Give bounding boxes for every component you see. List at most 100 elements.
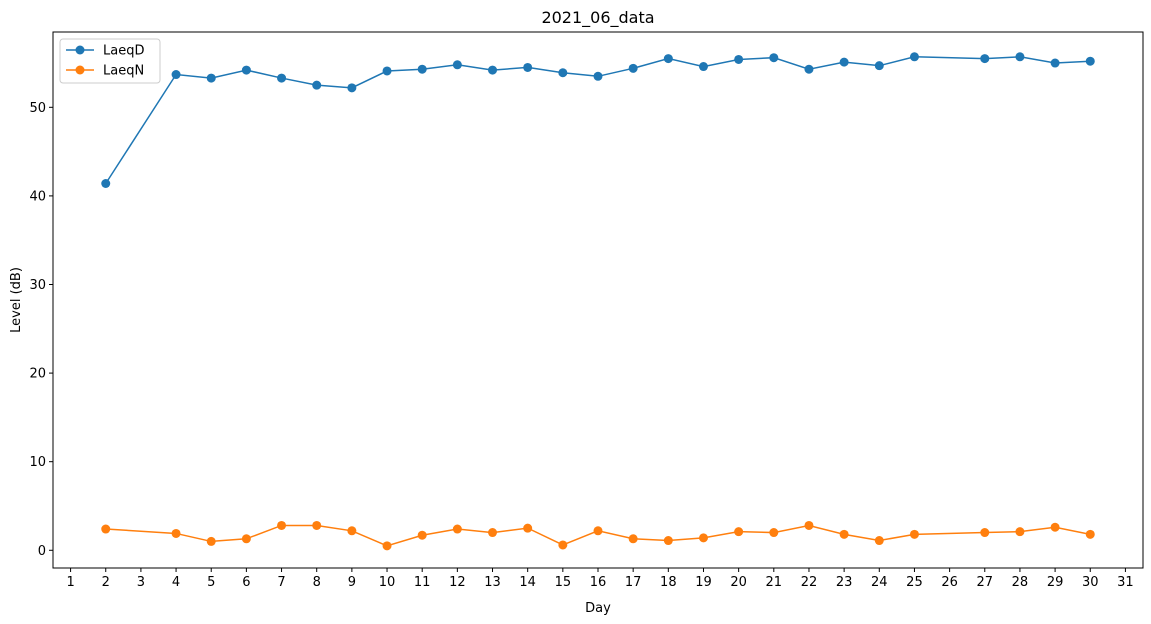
- data-point: [769, 528, 779, 538]
- data-point: [347, 526, 357, 536]
- x-tick-label: 18: [660, 575, 677, 590]
- data-point: [171, 70, 181, 80]
- data-point: [909, 52, 919, 62]
- data-point: [593, 71, 603, 81]
- x-tick-label: 7: [277, 575, 285, 590]
- data-point: [206, 536, 216, 546]
- legend-label: LaeqN: [103, 64, 144, 79]
- y-tick-label: 20: [29, 367, 46, 382]
- x-axis-ticks: 1 2 3 4 5 6 7 8 9 10 11 12 13 14 15 16 17 18 19 20 21 22 23 24 2…: [66, 568, 1134, 590]
- x-tick-label: 2: [102, 575, 110, 590]
- y-tick-label: 40: [29, 189, 46, 204]
- series-LaeqD: [101, 52, 1095, 188]
- x-tick-label: 15: [555, 575, 572, 590]
- data-point: [277, 73, 287, 83]
- data-point: [523, 523, 533, 533]
- x-tick-label: 23: [836, 575, 853, 590]
- data-point: [171, 528, 181, 538]
- data-point: [488, 528, 498, 538]
- data-point: [663, 54, 673, 64]
- x-tick-label: 29: [1047, 575, 1064, 590]
- x-tick-label: 20: [730, 575, 747, 590]
- x-tick-label: 4: [172, 575, 180, 590]
- data-point: [558, 540, 568, 550]
- legend-label: LaeqD: [103, 44, 144, 59]
- data-point: [1085, 529, 1095, 539]
- x-tick-label: 19: [695, 575, 712, 590]
- x-tick-label: 28: [1012, 575, 1029, 590]
- data-point: [734, 527, 744, 537]
- data-point: [452, 524, 462, 534]
- x-tick-label: 10: [379, 575, 396, 590]
- data-point: [417, 530, 427, 540]
- x-tick-label: 24: [871, 575, 888, 590]
- data-point: [1050, 522, 1060, 532]
- x-tick-label: 6: [242, 575, 250, 590]
- data-point: [839, 529, 849, 539]
- legend: LaeqD LaeqN: [59, 38, 161, 84]
- x-tick-label: 30: [1082, 575, 1099, 590]
- data-point: [558, 68, 568, 78]
- data-point: [101, 178, 111, 188]
- data-point: [698, 533, 708, 543]
- data-point: [804, 64, 814, 74]
- data-point: [980, 54, 990, 64]
- data-point: [909, 529, 919, 539]
- y-axis-ticks: 0 10 20 30 40 50: [29, 101, 53, 559]
- x-tick-label: 13: [484, 575, 501, 590]
- data-point: [1015, 52, 1025, 62]
- data-point: [980, 528, 990, 538]
- data-point: [523, 62, 533, 72]
- data-point: [312, 520, 322, 530]
- data-point: [1085, 56, 1095, 66]
- data-point: [839, 57, 849, 67]
- data-point: [874, 61, 884, 71]
- legend-marker: [75, 65, 85, 75]
- x-tick-label: 22: [801, 575, 818, 590]
- x-tick-label: 17: [625, 575, 642, 590]
- x-tick-label: 14: [519, 575, 536, 590]
- data-point: [382, 66, 392, 76]
- series-LaeqN: [101, 520, 1095, 551]
- x-tick-label: 1: [66, 575, 74, 590]
- data-point: [241, 65, 251, 75]
- x-tick-label: 25: [906, 575, 923, 590]
- data-point: [663, 536, 673, 546]
- chart-title: 2021_06_data: [541, 8, 654, 28]
- data-point: [628, 534, 638, 544]
- x-axis-label: Day: [585, 601, 611, 616]
- data-point: [1015, 527, 1025, 537]
- y-axis-label: Level (dB): [9, 267, 24, 333]
- data-point: [452, 60, 462, 70]
- x-tick-label: 9: [348, 575, 356, 590]
- y-tick-label: 0: [38, 544, 46, 559]
- x-tick-label: 21: [766, 575, 783, 590]
- x-tick-label: 27: [977, 575, 994, 590]
- x-tick-label: 31: [1117, 575, 1134, 590]
- x-tick-label: 16: [590, 575, 607, 590]
- data-point: [101, 524, 111, 534]
- x-tick-label: 5: [207, 575, 215, 590]
- y-tick-label: 10: [29, 455, 46, 470]
- data-point: [417, 64, 427, 74]
- plot-area: [53, 32, 1143, 568]
- data-point: [1050, 58, 1060, 68]
- legend-item: LaeqD: [66, 44, 144, 59]
- data-point: [698, 62, 708, 72]
- x-tick-label: 11: [414, 575, 431, 590]
- data-point: [628, 63, 638, 73]
- data-point: [488, 65, 498, 75]
- x-tick-label: 26: [941, 575, 958, 590]
- data-point: [769, 53, 779, 63]
- plot-frame: [52, 31, 1144, 569]
- data-point: [277, 520, 287, 530]
- data-point: [347, 83, 357, 93]
- x-tick-label: 8: [313, 575, 321, 590]
- data-point: [593, 526, 603, 536]
- data-point: [734, 54, 744, 64]
- x-tick-label: 3: [137, 575, 145, 590]
- data-point: [312, 80, 322, 90]
- data-point: [874, 536, 884, 546]
- legend-item: LaeqN: [66, 64, 144, 79]
